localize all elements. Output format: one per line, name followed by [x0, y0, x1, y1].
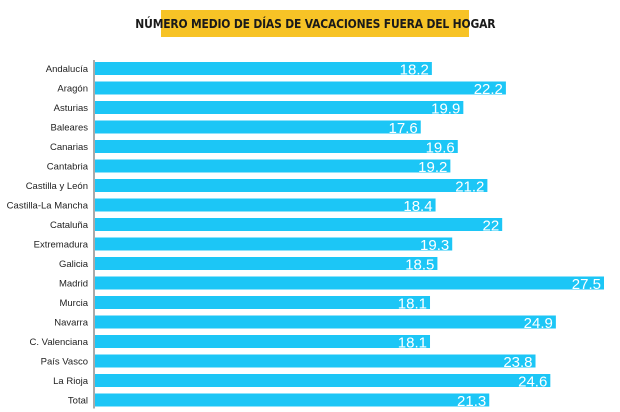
- value-label: 24.9: [524, 315, 553, 332]
- bar: [95, 101, 464, 114]
- category-label: Aragón: [57, 84, 88, 95]
- bar: [95, 296, 431, 309]
- bar: [95, 62, 432, 75]
- category-label: Galicia: [59, 259, 89, 270]
- category-label: Navarra: [54, 318, 89, 329]
- category-label: Murcia: [59, 298, 88, 309]
- chart-title-box: NÚMERO MEDIO DE DÍAS DE VACACIONES FUERA…: [135, 10, 495, 37]
- category-label: País Vasco: [41, 357, 88, 368]
- value-label: 19.2: [418, 159, 447, 176]
- bar: [95, 140, 458, 153]
- value-label: 19.6: [426, 140, 455, 157]
- bar: [95, 179, 488, 192]
- value-label: 23.8: [503, 354, 532, 371]
- value-label: 18.5: [405, 257, 434, 274]
- bar: [95, 237, 453, 251]
- category-label: Extremadura: [34, 240, 89, 251]
- category-label: Asturias: [54, 103, 89, 114]
- category-label: Cataluña: [50, 220, 89, 231]
- bar: [95, 198, 436, 212]
- category-label: Andalucía: [46, 64, 89, 75]
- category-label: Baleares: [51, 123, 89, 134]
- value-label: 21.3: [457, 393, 486, 410]
- category-label: Castilla y León: [26, 181, 88, 192]
- bar: [95, 374, 551, 387]
- category-label: Madrid: [59, 279, 88, 290]
- bar: [95, 276, 604, 290]
- category-label: Total: [68, 396, 88, 407]
- category-label: La Rioja: [53, 376, 89, 387]
- value-label: 18.2: [400, 62, 429, 79]
- bar: [95, 159, 451, 173]
- bar: [95, 218, 503, 231]
- value-label: 24.6: [518, 374, 547, 391]
- value-label: 21.2: [455, 179, 484, 196]
- value-label: 19.9: [431, 101, 460, 118]
- value-label: 18.1: [398, 296, 427, 313]
- category-label: C. Valenciana: [30, 337, 89, 348]
- value-label: 19.3: [420, 237, 449, 254]
- value-label: 17.6: [389, 120, 418, 137]
- category-label: Castilla-La Mancha: [7, 201, 89, 212]
- chart-title: NÚMERO MEDIO DE DÍAS DE VACACIONES FUERA…: [134, 16, 496, 31]
- bar: [95, 120, 421, 134]
- bar: [95, 315, 556, 329]
- bar: [95, 335, 431, 348]
- bar: [95, 393, 490, 407]
- bar: [95, 257, 438, 270]
- bar: [95, 354, 536, 368]
- value-label: 22.2: [474, 81, 503, 98]
- value-label: 22: [483, 218, 500, 235]
- bar: [95, 81, 506, 95]
- value-label: 18.4: [403, 198, 432, 215]
- category-label: Cantabria: [47, 162, 89, 173]
- value-label: 18.1: [398, 335, 427, 352]
- category-label: Canarias: [50, 142, 88, 153]
- value-label: 27.5: [572, 276, 601, 293]
